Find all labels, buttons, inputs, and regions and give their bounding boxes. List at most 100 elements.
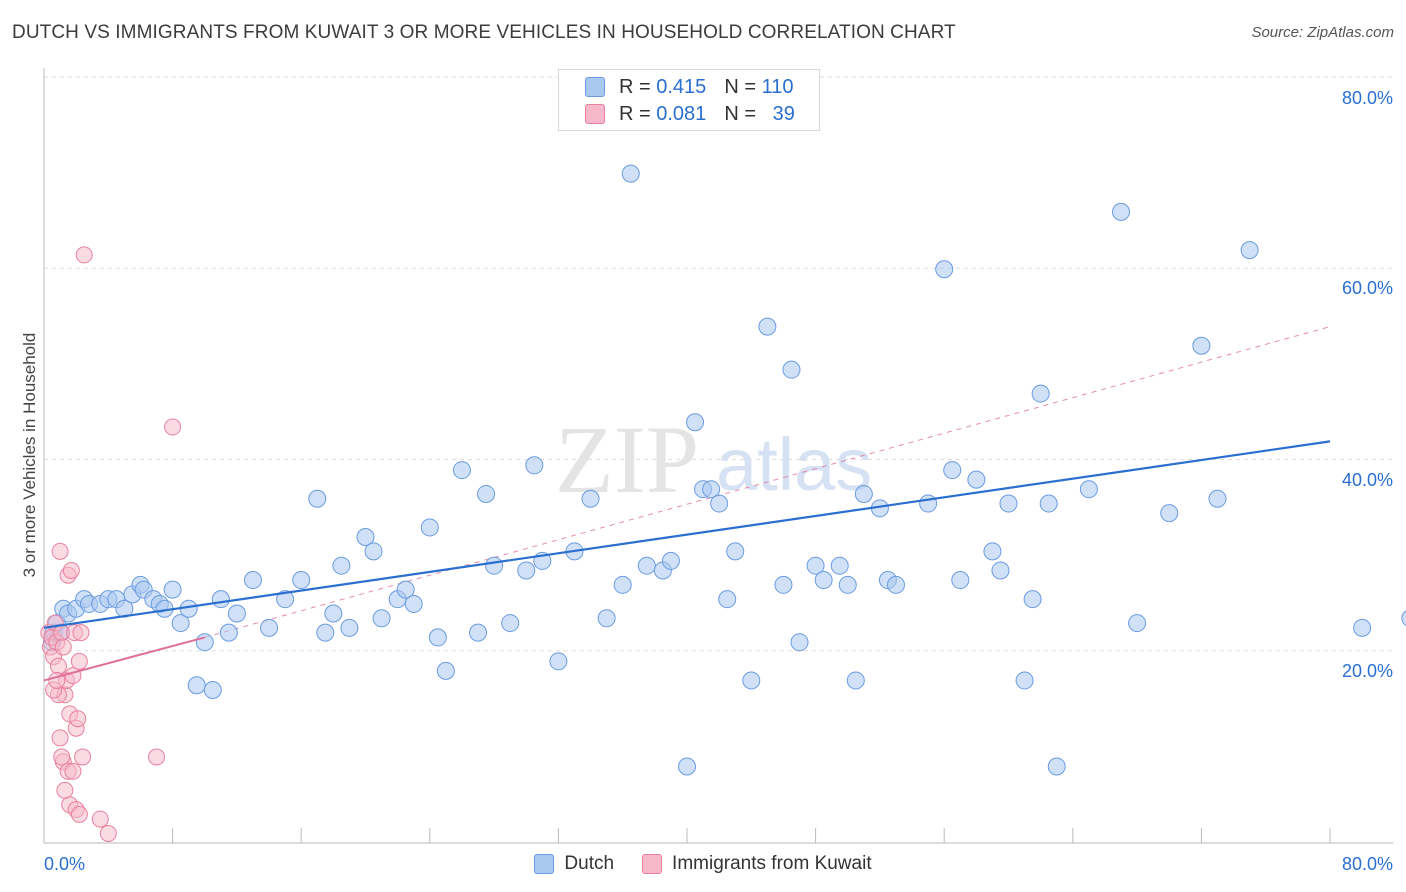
dutch-point <box>991 561 1010 580</box>
legend-swatch-kuwait <box>642 854 663 874</box>
legend-r-label: R = <box>619 102 651 125</box>
kuwait-point <box>74 748 92 766</box>
kuwait-point <box>70 652 88 670</box>
dutch-point <box>1401 610 1406 627</box>
dutch-point <box>1160 504 1179 523</box>
dutch-point <box>621 164 640 183</box>
axes <box>43 68 1393 844</box>
legend-label-dutch: Dutch <box>564 853 615 874</box>
kuwait-point <box>53 748 71 766</box>
x-tick-label-max: 80.0% <box>1342 854 1393 874</box>
dutch-point <box>718 590 737 609</box>
dutch-point <box>1031 384 1050 403</box>
legend-item-kuwait: Immigrants from Kuwait <box>642 853 872 875</box>
kuwait-point <box>70 805 88 823</box>
dutch-point <box>203 681 222 699</box>
dutch-point <box>211 590 230 609</box>
legend-swatch-kuwait <box>585 104 605 124</box>
dutch-point <box>404 594 423 613</box>
dutch-point <box>364 542 383 561</box>
kuwait-point <box>64 667 82 685</box>
watermark: ZIP atlas <box>555 406 872 513</box>
dutch-point <box>790 633 809 652</box>
kuwait-point <box>148 748 166 766</box>
legend-label-kuwait: Immigrants from Kuwait <box>672 853 872 874</box>
dutch-point <box>742 671 761 690</box>
dutch-point <box>501 614 520 633</box>
stats-legend: R = 0.415 N = 110 R = 0.081 N = 39 <box>558 69 820 131</box>
kuwait-point <box>56 781 74 799</box>
dutch-point <box>678 757 696 776</box>
kuwait-point <box>69 710 87 728</box>
dutch-point <box>886 575 905 594</box>
kuwait-points <box>40 246 182 842</box>
kuwait-point <box>51 542 69 560</box>
kuwait-point <box>64 762 82 780</box>
dutch-point <box>396 580 415 599</box>
kuwait-point <box>49 657 67 675</box>
dutch-point <box>292 571 311 590</box>
trendline-kuwait <box>43 636 206 682</box>
dutch-point <box>1015 671 1034 690</box>
trendline-solid-group <box>43 440 1331 682</box>
dutch-point <box>324 604 343 623</box>
dutch-point <box>436 661 455 680</box>
dutch-point <box>517 561 536 580</box>
dutch-point <box>316 623 335 642</box>
dutch-point <box>1047 757 1066 776</box>
chart-title: DUTCH VS IMMIGRANTS FROM KUWAIT 3 OR MOR… <box>12 22 956 43</box>
dutch-point <box>838 575 857 594</box>
dutch-point <box>1208 489 1227 508</box>
dutch-point <box>1039 494 1058 513</box>
dutch-point <box>332 556 351 575</box>
dutch-point <box>219 623 238 642</box>
dutch-point <box>1192 336 1211 355</box>
dutch-point <box>1023 590 1042 609</box>
dutch-point <box>686 413 705 432</box>
dutch-point <box>1128 614 1147 633</box>
dutch-point <box>597 609 616 628</box>
grid-lines <box>44 76 1393 652</box>
dutch-point <box>163 580 182 599</box>
legend-r-value: 0.415 <box>656 75 707 98</box>
dutch-point <box>276 590 295 609</box>
y-tick-label-60: 60.0% <box>1342 278 1393 298</box>
dutch-point <box>340 618 359 637</box>
watermark-atlas: atlas <box>716 423 872 506</box>
legend-r-label: R = <box>619 75 651 98</box>
dutch-point <box>758 317 777 336</box>
legend-n-label: N = <box>724 102 756 125</box>
dutch-point <box>814 571 833 590</box>
trendline-kuwait-dashed <box>204 326 1331 638</box>
dutch-point <box>702 480 721 499</box>
dutch-point <box>846 671 865 690</box>
dutch-point <box>428 628 447 647</box>
dutch-point <box>260 618 279 637</box>
dutch-point <box>171 614 190 633</box>
dutch-point <box>485 556 504 575</box>
y-tick-label-40: 40.0% <box>1342 470 1393 490</box>
dutch-point <box>308 489 327 508</box>
dutch-point <box>525 456 544 475</box>
dutch-point <box>951 571 970 590</box>
legend-n-label: N = <box>724 75 756 98</box>
dutch-point <box>782 360 801 379</box>
y-tick-label-80: 80.0% <box>1342 88 1393 108</box>
kuwait-point <box>91 810 109 828</box>
dutch-point <box>195 633 214 652</box>
x-tick-label-min: 0.0% <box>44 854 85 874</box>
dutch-point <box>710 494 729 513</box>
dutch-point <box>774 575 793 594</box>
dutch-point <box>854 484 873 503</box>
dutch-point <box>1079 480 1098 499</box>
y-tick-label-20: 20.0% <box>1342 661 1393 681</box>
legend-n-value: 110 <box>761 75 794 98</box>
dutch-point <box>613 575 632 594</box>
dutch-point <box>806 556 825 575</box>
kuwait-point <box>72 624 90 642</box>
dutch-point <box>726 542 745 561</box>
dutch-point <box>943 461 962 480</box>
dutch-point <box>452 461 471 480</box>
dutch-point <box>420 518 439 537</box>
